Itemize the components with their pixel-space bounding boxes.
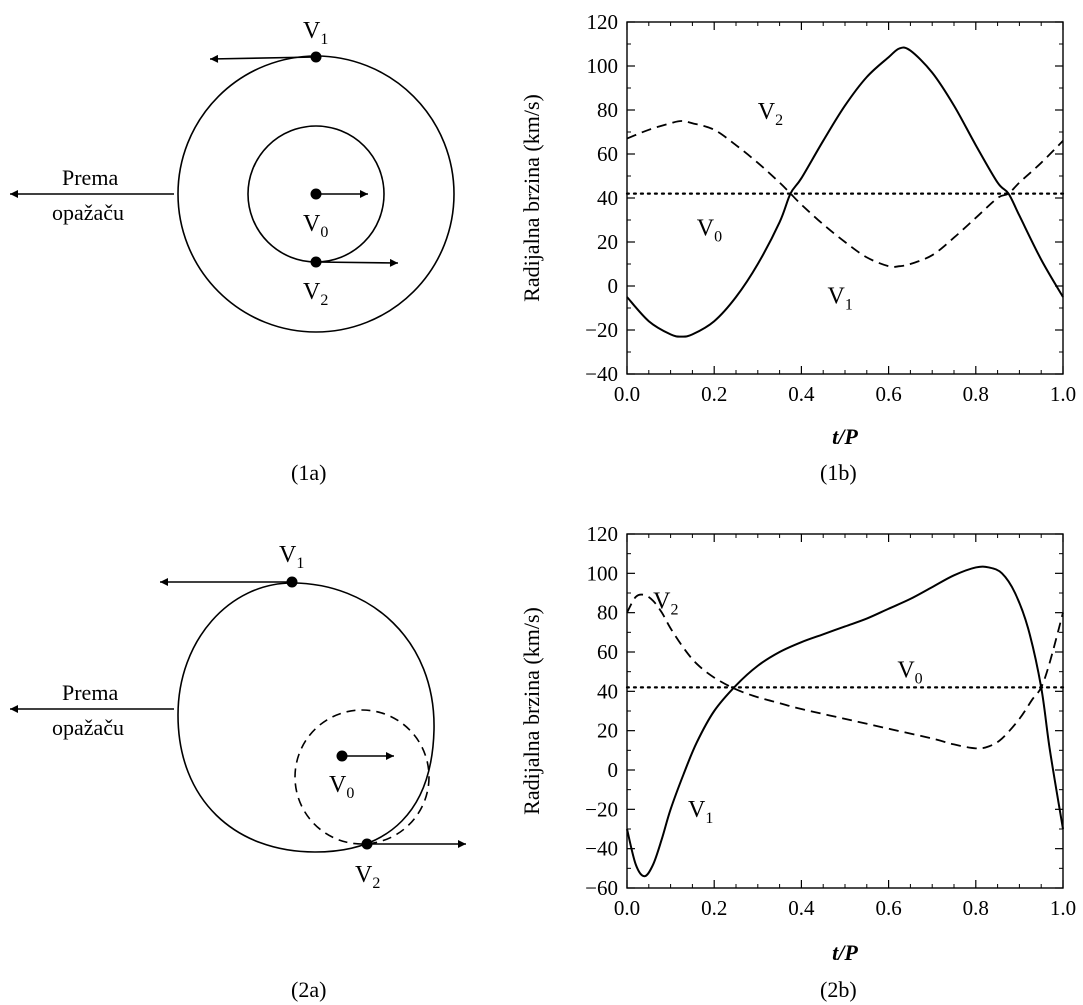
series-label-sub: 2 xyxy=(775,112,783,129)
y-tick-label: 100 xyxy=(587,561,619,585)
series-label-sub: 0 xyxy=(915,671,923,688)
x-tick-label: 0.6 xyxy=(875,896,901,920)
y-tick-label: 20 xyxy=(597,719,618,743)
x-axis-label: t/P xyxy=(832,940,858,965)
y-tick-label: 0 xyxy=(608,274,619,298)
x-ticks: 0.0 0.2 0.4 0.6 0.8 1.0 xyxy=(614,22,1076,406)
y-axis-label: Radijalna brzina (km/s) xyxy=(519,607,544,815)
y-tick-label: −60 xyxy=(585,876,618,900)
y-tick-label: 40 xyxy=(597,186,618,210)
observer-label-line1: Prema xyxy=(62,680,118,705)
series-layer xyxy=(625,46,1065,338)
x-tick-label: 0.0 xyxy=(614,382,640,406)
observer-label-line2: opažaču xyxy=(52,715,124,740)
series-label-v0: V0 xyxy=(897,658,922,688)
series-line-v2 xyxy=(626,593,1064,750)
velocity-arrow-v2 xyxy=(315,258,399,267)
series-line-v2 xyxy=(626,120,1064,268)
x-tick-label: 0.0 xyxy=(614,896,640,920)
observer-label-line2: opažaču xyxy=(52,200,124,225)
orbit-diagram-1a: V1 V0 V2 Prema opažaču (1a) xyxy=(10,18,455,485)
series-label-sub: 2 xyxy=(671,602,679,619)
x-tick-label: 0.4 xyxy=(788,382,815,406)
caption-1b: (1b) xyxy=(820,460,857,485)
orbit-diagram-2a: V1 V0 V2 Prema opažaču (2a) xyxy=(10,542,466,1002)
x-tick-label: 1.0 xyxy=(1050,382,1076,406)
x-tick-label: 0.2 xyxy=(701,896,727,920)
observer-label-line1: Prema xyxy=(62,165,118,190)
x-ticks: 0.0 0.2 0.4 0.6 0.8 1.0 xyxy=(614,534,1076,920)
series-label-v2: V2 xyxy=(758,99,783,129)
series-label-v1: V1 xyxy=(828,284,853,314)
series-label-main: V xyxy=(828,284,846,310)
label-v1: V1 xyxy=(303,18,328,48)
y-tick-label: 120 xyxy=(587,522,619,546)
plot-frame xyxy=(626,21,1064,375)
label-v2: V2 xyxy=(355,862,380,892)
label-v1: V1 xyxy=(279,542,304,572)
label-v2: V2 xyxy=(303,279,328,309)
y-tick-label: 60 xyxy=(597,142,618,166)
y-tick-label: 120 xyxy=(587,10,619,34)
y-tick-label: −20 xyxy=(585,797,618,821)
series-label-main: V xyxy=(653,589,671,615)
y-tick-label: 80 xyxy=(597,98,618,122)
series-label-main: V xyxy=(758,99,776,125)
series-label-sub: 1 xyxy=(705,810,713,827)
series-label-main: V xyxy=(697,215,715,241)
caption-1a: (1a) xyxy=(291,460,326,485)
y-axis-label: Radijalna brzina (km/s) xyxy=(519,94,544,302)
y-tick-label: 20 xyxy=(597,230,618,254)
x-tick-label: 0.8 xyxy=(963,382,989,406)
series-label-v1: V1 xyxy=(688,797,713,827)
x-tick-label: 1.0 xyxy=(1050,896,1076,920)
y-tick-label: −40 xyxy=(585,837,618,861)
series-line-v1 xyxy=(626,46,1064,338)
y-tick-label: 80 xyxy=(597,601,618,625)
y-tick-label: 60 xyxy=(597,640,618,664)
y-tick-label: 40 xyxy=(597,679,618,703)
x-tick-label: 0.6 xyxy=(875,382,901,406)
y-tick-label: −20 xyxy=(585,318,618,342)
series-label-main: V xyxy=(688,797,706,823)
caption-2a: (2a) xyxy=(291,977,326,1002)
caption-2b: (2b) xyxy=(820,977,857,1002)
y-tick-label: 0 xyxy=(608,758,619,782)
x-axis-label: t/P xyxy=(832,424,858,449)
x-tick-label: 0.4 xyxy=(788,896,815,920)
series-label-v0: V0 xyxy=(697,215,722,245)
label-v0: V0 xyxy=(303,211,328,241)
y-tick-label: −40 xyxy=(585,362,618,386)
orbit-v2-dashed-circle xyxy=(294,709,430,845)
orbit-v1-ellipse xyxy=(177,582,435,853)
series-label-v2: V2 xyxy=(653,589,678,619)
series-label-main: V xyxy=(897,658,915,684)
x-tick-label: 0.8 xyxy=(963,896,989,920)
series-layer xyxy=(625,565,1065,878)
series-label-sub: 0 xyxy=(714,228,722,245)
y-tick-label: 100 xyxy=(587,54,619,78)
series-line-v1 xyxy=(626,565,1064,878)
plot-frame xyxy=(626,533,1064,889)
label-v0: V0 xyxy=(329,772,354,802)
x-tick-label: 0.2 xyxy=(701,382,727,406)
velocity-arrow-v1 xyxy=(209,54,317,63)
series-label-sub: 1 xyxy=(845,297,853,314)
